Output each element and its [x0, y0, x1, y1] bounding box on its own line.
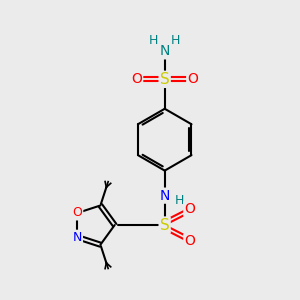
- Text: O: O: [187, 72, 198, 86]
- Text: N: N: [160, 189, 170, 202]
- Text: O: O: [184, 234, 195, 248]
- Text: O: O: [72, 206, 82, 220]
- Text: O: O: [184, 202, 195, 216]
- Text: N: N: [160, 44, 170, 58]
- Text: H: H: [149, 34, 158, 47]
- Text: S: S: [160, 72, 169, 87]
- Text: H: H: [175, 194, 184, 207]
- Text: N: N: [73, 231, 82, 244]
- Text: S: S: [160, 218, 169, 232]
- Text: H: H: [171, 34, 181, 47]
- Text: O: O: [131, 72, 142, 86]
